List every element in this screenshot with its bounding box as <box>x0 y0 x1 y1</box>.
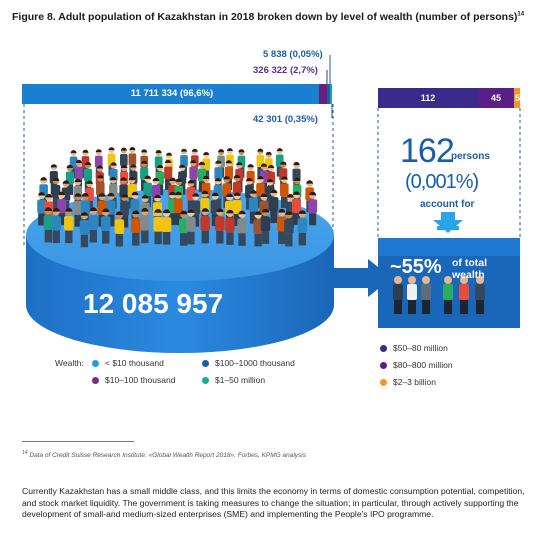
crowd-person <box>88 207 99 243</box>
legend-item-80-800m: $80–800 million <box>380 360 453 370</box>
rich-segment-80-800m: 45 <box>478 88 514 108</box>
legend-item-under-10k: < $10 thousand <box>92 358 164 368</box>
crowd-person <box>43 207 54 243</box>
crowd-person <box>237 210 247 246</box>
crowd-person <box>200 208 210 244</box>
bar-segment-10-100k <box>318 84 327 104</box>
crowd-person <box>232 192 242 226</box>
crowd-person <box>79 212 90 248</box>
crowd-person <box>51 177 61 210</box>
rich-segment-50-80m: 112 <box>378 88 478 108</box>
legend-prefix: Wealth: <box>55 358 84 368</box>
crowd-person <box>186 180 196 212</box>
crowd-person <box>37 191 47 226</box>
rich-segment-2-3b: 5 <box>514 88 520 108</box>
crowd-person <box>153 209 163 245</box>
crowd-person <box>248 190 258 224</box>
crowd-person <box>64 207 74 244</box>
callout-wealth-text-1: of total <box>452 257 487 269</box>
crowd-person <box>291 191 301 225</box>
arrow-right-icon <box>334 259 392 297</box>
crowd-person <box>51 207 62 244</box>
callout-count-unit: persons <box>451 151 490 162</box>
rich-person <box>443 276 453 314</box>
legend-item-10-100k: $10–100 thousand <box>92 375 175 385</box>
footnote-mark: 14 <box>22 450 28 456</box>
legend-item-1-50m: $1–50 million <box>202 375 265 385</box>
crowd-person <box>73 193 83 227</box>
down-arrow-icon <box>433 212 463 233</box>
callout-count: 162 <box>400 132 455 170</box>
label-under-10-thousand: 11 711 334 (96,6%) <box>130 88 214 99</box>
crowd-person <box>114 211 125 247</box>
legend-dot <box>202 359 209 367</box>
callout-share: (0,001%) <box>405 171 479 193</box>
body-paragraph: Currently Kazakhstan has a small middle … <box>22 486 525 520</box>
label-10-100-thousand: 326 322 (2,7%) <box>253 65 318 76</box>
callout-account-for: account for <box>420 199 475 210</box>
rich-label-2-3b: 5 <box>515 93 521 103</box>
crowd-person <box>178 210 189 246</box>
crowd-person <box>284 211 294 247</box>
crowd-person <box>253 211 263 247</box>
title-footnote-mark: 14 <box>517 11 525 18</box>
crowd-person <box>280 176 289 209</box>
crowd-person <box>131 210 141 246</box>
legend-dot <box>202 376 209 384</box>
crowd-person <box>120 193 130 228</box>
legend-dot <box>380 344 387 352</box>
footnote: 14 Data of Credit Suisse Research Instit… <box>22 450 306 459</box>
rich-people-illustration <box>393 276 485 314</box>
rich-bar: 112 45 5 <box>378 88 520 108</box>
legend-item-2-3b: $2–3 billion <box>380 377 436 387</box>
crowd-person <box>297 210 308 246</box>
footnote-text: Data of Credit Suisse Research Institute… <box>29 452 306 460</box>
crowd-person <box>215 208 225 244</box>
legend-dot <box>92 376 99 384</box>
crowd-person <box>101 208 111 244</box>
label-100-1000-thousand: 42 301 (0,35%) <box>253 114 318 125</box>
legend-dot <box>92 359 99 367</box>
crowd-person <box>83 162 93 193</box>
bar-segment-100-1000k <box>326 84 330 104</box>
total-population: 12 085 957 <box>83 288 224 319</box>
legend-dot <box>380 361 387 369</box>
crowd-person <box>74 159 83 190</box>
crowd-person <box>143 175 152 208</box>
crowd-person <box>161 209 172 245</box>
illustration <box>23 55 521 353</box>
rich-box-top <box>378 238 520 256</box>
crowd-person <box>186 209 196 245</box>
crowd-person <box>106 192 116 227</box>
down-arrow-bar <box>437 226 459 230</box>
rich-person <box>459 276 469 314</box>
legend-item-100-1000k: $100–1000 thousand <box>202 358 295 368</box>
crowd-person <box>269 189 279 224</box>
population-bar: 11 711 334 (96,6%) <box>22 84 332 104</box>
crowd-person <box>173 191 183 226</box>
crowd-person <box>202 152 211 181</box>
bar-segment-1-50m <box>329 84 332 104</box>
rich-person <box>407 276 417 314</box>
rich-person <box>475 276 485 314</box>
label-1-50-million: 5 838 (0,05%) <box>263 49 323 60</box>
crowd-person <box>140 207 150 244</box>
crowd-person <box>260 208 271 244</box>
figure-title: Figure 8. Adult population of Kazakhstan… <box>12 11 525 23</box>
crowd-person <box>164 159 173 191</box>
bar-segment-under-10k <box>22 84 319 104</box>
crowd-person <box>308 191 318 226</box>
legend-item-50-80m: $50–80 million <box>380 343 448 353</box>
rich-label-50-80m: 112 <box>420 93 436 103</box>
rich-person <box>393 276 403 314</box>
rich-person <box>421 276 431 314</box>
legend-dot <box>380 378 387 386</box>
crowd-person <box>225 209 235 245</box>
crowd-illustration <box>37 147 318 248</box>
callout-wealth-share: ~55% <box>390 256 442 278</box>
callout-wealth-text: of total wealth <box>452 257 487 281</box>
rich-label-80-800m: 45 <box>490 93 501 103</box>
footnote-divider <box>22 441 134 442</box>
callout-wealth-text-2: wealth <box>452 269 485 281</box>
